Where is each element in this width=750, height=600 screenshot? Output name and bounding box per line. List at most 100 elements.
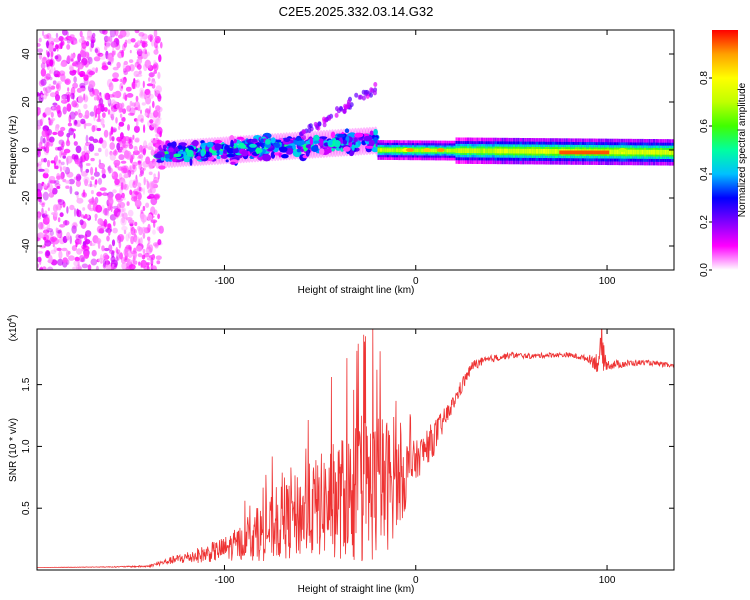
noise-blob: [102, 30, 108, 35]
narrow-band-segment: [609, 149, 612, 155]
noise-blob: [160, 41, 163, 49]
noise-blob: [128, 112, 135, 116]
noise-blob: [141, 226, 147, 235]
noise-blob: [65, 185, 70, 189]
noise-blob: [43, 236, 47, 241]
noise-blob: [90, 258, 98, 266]
noise-blob: [110, 41, 117, 48]
noise-blob: [83, 103, 88, 110]
noise-blob: [139, 92, 147, 99]
spectrogram-x-tick-label: -100: [214, 276, 234, 287]
noise-blob: [78, 38, 85, 44]
noise-blob: [153, 30, 158, 38]
noise-blob: [54, 155, 59, 162]
noise-blob: [148, 77, 151, 82]
noise-blob: [84, 96, 88, 102]
noise-blob: [130, 169, 135, 175]
narrow-band-segment: [462, 148, 465, 154]
echo-blob: [184, 154, 190, 162]
noise-blob: [38, 192, 43, 199]
noise-blob: [116, 235, 122, 244]
noise-blob: [157, 110, 161, 119]
noise-blob: [75, 179, 81, 188]
noise-blob: [115, 117, 118, 124]
noise-blob: [140, 118, 144, 123]
noise-blob: [72, 40, 78, 45]
noise-blob: [142, 232, 146, 239]
narrow-band-segment: [616, 149, 619, 155]
noise-blob: [120, 160, 127, 164]
noise-blob: [127, 209, 134, 217]
noise-blob: [54, 125, 60, 132]
noise-blob: [64, 219, 68, 226]
noise-blob: [118, 121, 125, 127]
noise-blob: [148, 105, 152, 114]
noise-blob: [120, 132, 124, 140]
echo-blob: [279, 146, 288, 153]
noise-blob: [76, 209, 82, 218]
noise-blob: [84, 51, 90, 59]
echo-streak: [358, 94, 363, 100]
noise-blob: [146, 243, 150, 250]
noise-blob: [56, 247, 62, 251]
narrow-band-segment: [453, 148, 456, 153]
noise-blob: [134, 30, 140, 34]
echo-streak: [317, 121, 322, 127]
noise-blob: [145, 96, 152, 105]
noise-blob: [74, 191, 79, 196]
noise-blob: [79, 49, 85, 58]
noise-blob: [76, 119, 81, 127]
noise-blob: [137, 160, 142, 164]
noise-blob: [110, 103, 114, 111]
noise-blob: [48, 117, 51, 121]
noise-blob: [135, 118, 139, 127]
noise-blob: [44, 240, 52, 247]
noise-blob: [133, 80, 139, 83]
echo-blob: [292, 144, 296, 150]
noise-blob: [40, 68, 47, 77]
noise-blob: [79, 219, 84, 226]
noise-blob: [119, 82, 124, 92]
narrow-band-segment: [625, 149, 628, 155]
noise-blob: [74, 119, 78, 126]
noise-blob: [92, 32, 96, 39]
noise-blob: [52, 48, 57, 52]
noise-blob: [98, 162, 105, 170]
noise-blob: [89, 111, 95, 117]
noise-blob: [157, 213, 161, 220]
noise-blob: [93, 56, 101, 62]
noise-blob: [86, 41, 90, 47]
noise-blob: [67, 122, 72, 127]
noise-blob: [52, 243, 55, 248]
snr-ticks: -100 0 100 0.5 1.0 1.5: [21, 329, 674, 586]
narrow-band-segment: [455, 148, 458, 153]
noise-blob: [109, 132, 112, 142]
noise-blob: [80, 118, 86, 125]
noise-blob: [38, 168, 45, 172]
echo-blob: [189, 158, 193, 166]
noise-blob: [129, 189, 133, 196]
hot-spot: [436, 148, 445, 152]
narrow-band-segment: [478, 148, 481, 154]
noise-blob: [144, 112, 148, 117]
narrow-band-segment: [444, 148, 447, 153]
noise-blob: [124, 94, 128, 101]
noise-blob: [48, 43, 54, 53]
narrow-band-segment: [503, 148, 506, 154]
noise-blob: [49, 180, 57, 184]
noise-blob: [53, 211, 58, 217]
narrow-band-segment: [655, 149, 658, 155]
noise-blob: [134, 145, 138, 152]
noise-blob: [71, 225, 77, 234]
narrow-band-segment: [662, 149, 665, 155]
noise-blob: [61, 141, 65, 148]
noise-blob: [73, 141, 78, 146]
noise-blob: [90, 166, 94, 176]
noise-blob: [69, 111, 76, 120]
noise-blob: [133, 78, 136, 83]
noise-blob: [97, 218, 103, 225]
noise-blob: [126, 201, 130, 206]
noise-blob: [76, 248, 83, 255]
noise-blob: [84, 239, 91, 245]
noise-blob: [53, 246, 58, 253]
